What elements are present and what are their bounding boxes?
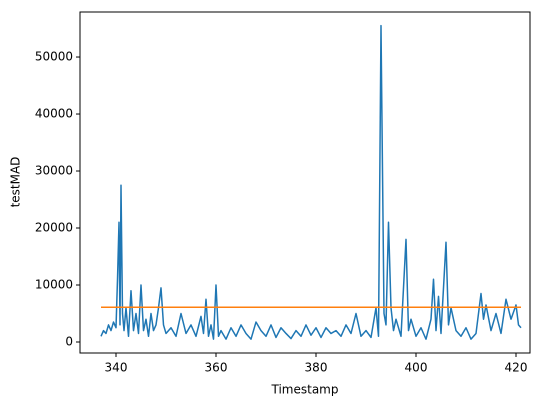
x-tick-label: 400 — [405, 361, 428, 375]
x-tick-label: 360 — [205, 361, 228, 375]
x-axis-label: Timestamp — [271, 383, 339, 397]
data-line — [100, 24, 522, 340]
y-tick-label: 50000 — [35, 50, 73, 64]
y-tick-label: 0 — [65, 335, 73, 349]
y-axis-label: testMAD — [9, 157, 23, 208]
x-tick-label: 340 — [105, 361, 128, 375]
y-tick-label: 20000 — [35, 221, 73, 235]
y-tick-label: 10000 — [35, 278, 73, 292]
plot-frame — [79, 11, 531, 354]
y-tick-label: 30000 — [35, 164, 73, 178]
x-tick-label: 420 — [505, 361, 528, 375]
x-tick-label: 380 — [305, 361, 328, 375]
y-tick-label: 40000 — [35, 107, 73, 121]
